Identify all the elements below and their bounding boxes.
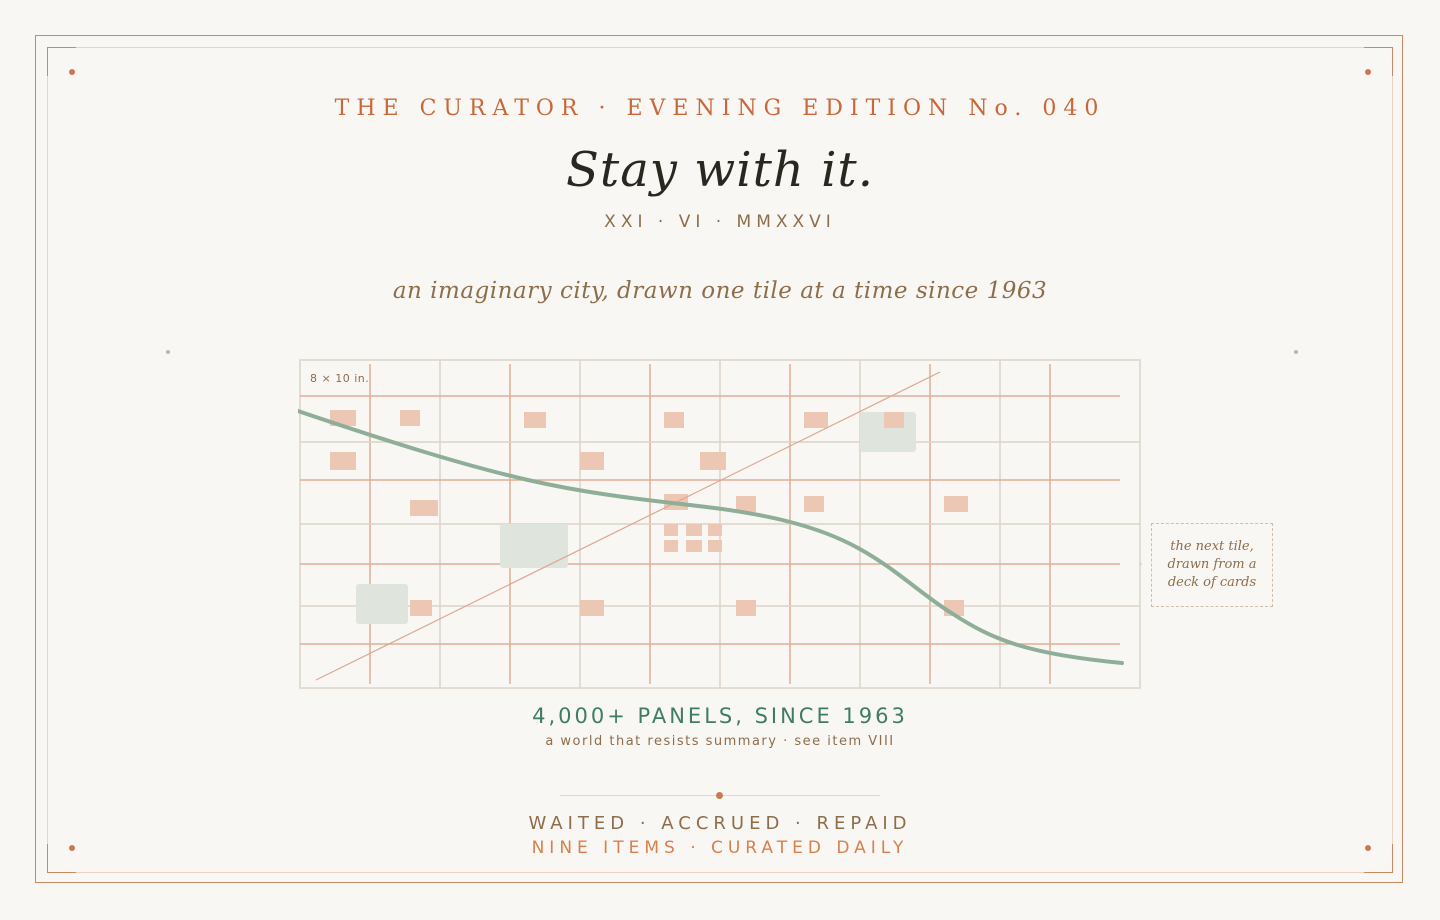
building-tile [884, 412, 904, 428]
building-tile [700, 452, 726, 470]
corner-dot [69, 69, 75, 75]
side-dot [1294, 350, 1298, 354]
next-tile-note: the next tile, drawn from a deck of card… [1151, 523, 1273, 607]
issue-date: XXI · VI · MMXXVI [604, 212, 836, 232]
building-tile [410, 600, 432, 616]
building-tile [580, 600, 604, 616]
diagonal-avenue [315, 371, 941, 681]
divider-dot [716, 792, 723, 799]
building-tile [664, 524, 678, 536]
corner-dot [69, 845, 75, 851]
park-block [356, 584, 408, 624]
outer-frame [35, 35, 1403, 883]
corner-ornament [47, 844, 76, 873]
building-tile [686, 524, 702, 536]
corner-dot [1365, 845, 1371, 851]
building-tile [664, 540, 678, 552]
building-tile [330, 452, 356, 470]
building-tile [524, 412, 546, 428]
river [298, 409, 1124, 665]
building-tile [580, 452, 604, 470]
inner-frame [47, 47, 1393, 873]
map-size-label: 8 × 10 in. [310, 372, 369, 385]
city-map-illustration: 8 × 10 in. [298, 359, 1142, 689]
corner-ornament [47, 47, 76, 76]
building-tile [736, 600, 756, 616]
building-tile [736, 496, 756, 512]
corner-dot [1365, 69, 1371, 75]
park-block [500, 524, 568, 568]
building-tile [686, 540, 702, 552]
footer-motto: WAITED · ACCRUED · REPAID [528, 813, 912, 834]
building-tile [708, 524, 722, 536]
building-tile [400, 410, 420, 426]
building-tile [804, 496, 824, 512]
tagline: an imaginary city, drawn one tile at a t… [392, 278, 1048, 304]
building-tile [944, 496, 968, 512]
edition-line: THE CURATOR · EVENING EDITION No. 040 [334, 96, 1106, 121]
building-tile [708, 540, 722, 552]
corner-ornament [1364, 47, 1393, 76]
footer-tagline: NINE ITEMS · CURATED DAILY [531, 838, 909, 858]
building-tiles [330, 410, 968, 616]
side-dot [166, 350, 170, 354]
building-tile [664, 412, 684, 428]
panels-subline: a world that resists summary · see item … [545, 734, 895, 749]
building-tile [410, 500, 438, 516]
building-tile [804, 412, 828, 428]
panels-headline: 4,000+ PANELS, SINCE 1963 [532, 704, 908, 728]
corner-ornament [1364, 844, 1393, 873]
page-title: Stay with it. [566, 142, 874, 198]
